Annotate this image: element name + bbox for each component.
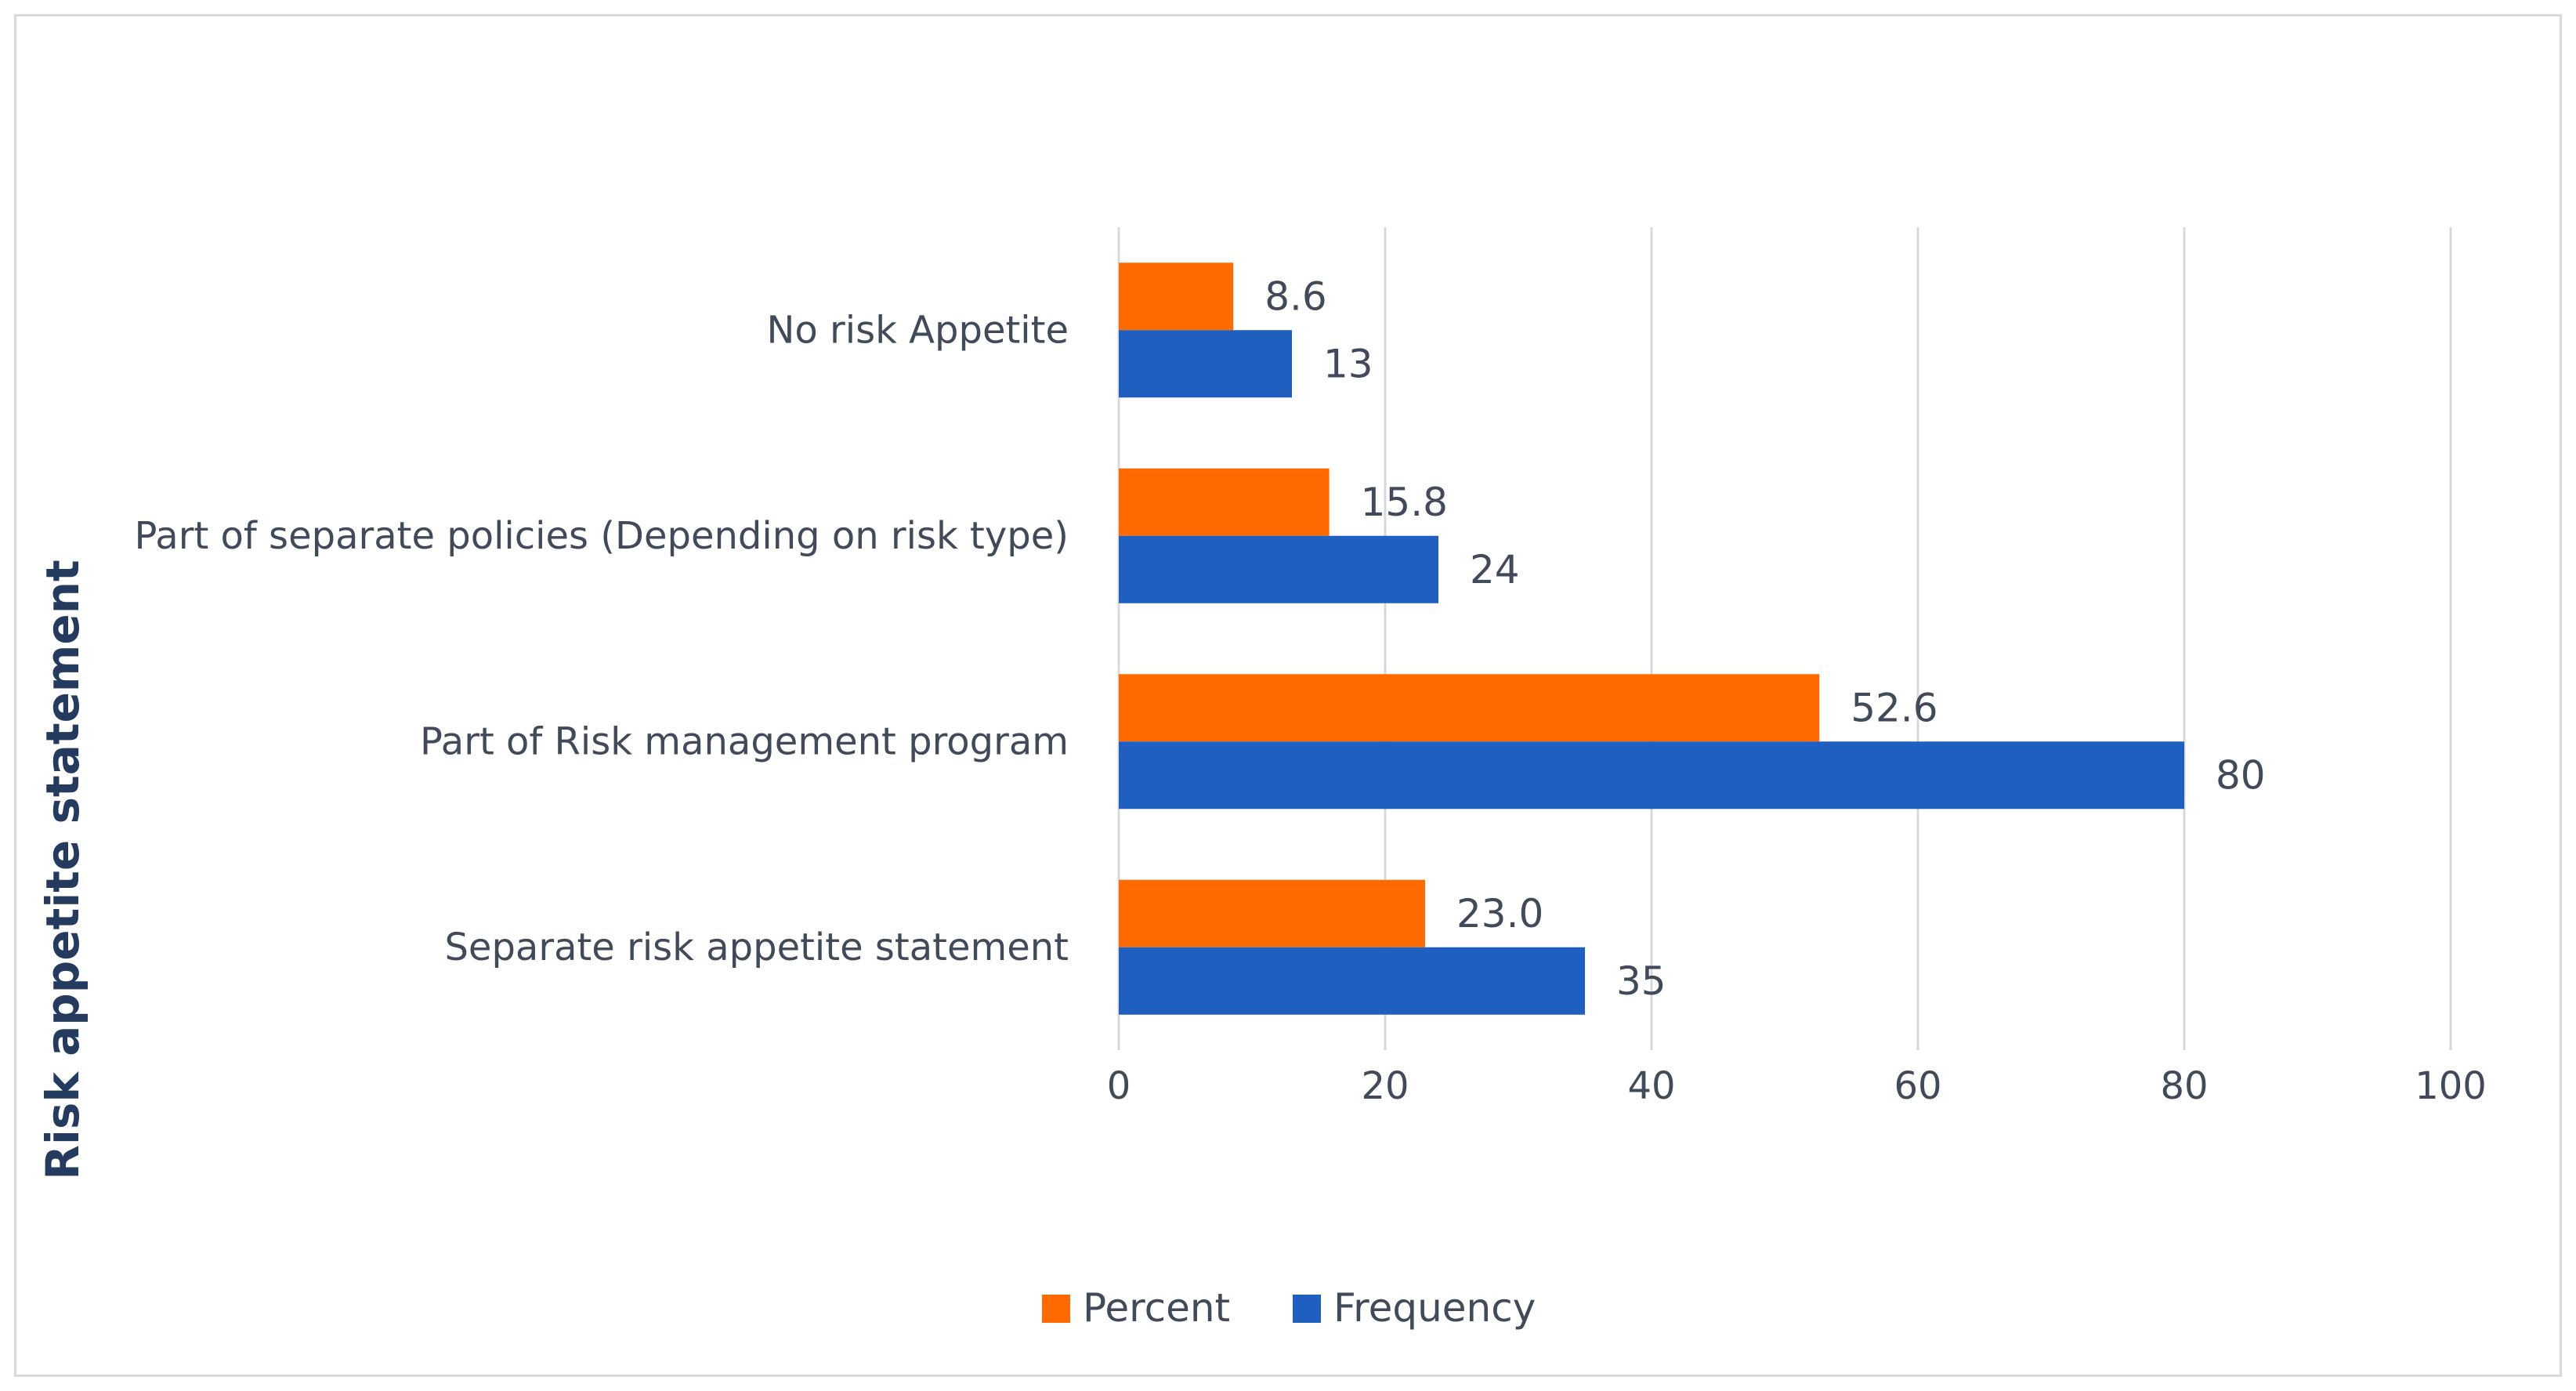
data-label-percent-part-of-separate-policies-depending-on-risk-type: 15.8 xyxy=(1361,480,1448,525)
data-label-percent-part-of-risk-management-program: 52.6 xyxy=(1851,685,1937,730)
data-label-percent-no-risk-appetite: 8.6 xyxy=(1264,273,1327,319)
data-label-percent-separate-risk-appetite-statement: 23.0 xyxy=(1456,891,1543,936)
legend-item-frequency: Frequency xyxy=(1293,1285,1536,1331)
category-label-part-of-separate-policies-depending-on-risk-type: Part of separate policies (Depending on … xyxy=(135,514,1069,558)
data-label-frequency-part-of-risk-management-program: 80 xyxy=(2216,752,2266,798)
data-labels: 23.0 35 52.6 80 15.8 24 8.6 13 xyxy=(1264,273,2265,1004)
legend-swatch-percent xyxy=(1042,1295,1070,1323)
x-tick-label-0: 0 xyxy=(1107,1064,1131,1108)
bar-percent-no-risk-appetite xyxy=(1119,263,1234,331)
bar-percent-separate-risk-appetite-statement xyxy=(1119,879,1425,947)
data-label-frequency-part-of-separate-policies-depending-on-risk-type: 24 xyxy=(1470,547,1520,592)
bars xyxy=(1119,263,2184,1015)
category-labels: Separate risk appetite statement Part of … xyxy=(135,308,1069,969)
x-axis-tick-labels: 0 20 40 60 80 100 xyxy=(1107,1064,2487,1108)
y-axis-title: Risk appetite statement xyxy=(36,560,89,1179)
category-label-part-of-risk-management-program: Part of Risk management program xyxy=(420,719,1069,763)
bar-percent-part-of-separate-policies-depending-on-risk-type xyxy=(1119,468,1330,536)
data-label-frequency-separate-risk-appetite-statement: 35 xyxy=(1616,958,1666,1004)
x-tick-label-100: 100 xyxy=(2415,1064,2487,1108)
legend-item-percent: Percent xyxy=(1042,1285,1230,1331)
legend-label-frequency: Frequency xyxy=(1333,1285,1536,1331)
bar-frequency-no-risk-appetite xyxy=(1119,330,1292,398)
x-tick-label-40: 40 xyxy=(1627,1064,1675,1108)
bar-frequency-part-of-risk-management-program xyxy=(1119,741,2184,810)
x-tick-label-20: 20 xyxy=(1361,1064,1409,1108)
bar-frequency-separate-risk-appetite-statement xyxy=(1119,947,1585,1015)
category-label-no-risk-appetite: No risk Appetite xyxy=(767,308,1069,352)
x-tick-label-80: 80 xyxy=(2160,1064,2208,1108)
category-label-separate-risk-appetite-statement: Separate risk appetite statement xyxy=(444,926,1069,969)
bar-frequency-part-of-separate-policies-depending-on-risk-type xyxy=(1119,535,1438,603)
legend: Percent Frequency xyxy=(1042,1285,1536,1331)
data-label-frequency-no-risk-appetite: 13 xyxy=(1323,341,1373,386)
legend-swatch-frequency xyxy=(1293,1295,1321,1323)
bar-percent-part-of-risk-management-program xyxy=(1119,674,1820,742)
legend-label-percent: Percent xyxy=(1083,1285,1230,1331)
x-tick-label-60: 60 xyxy=(1894,1064,1941,1108)
